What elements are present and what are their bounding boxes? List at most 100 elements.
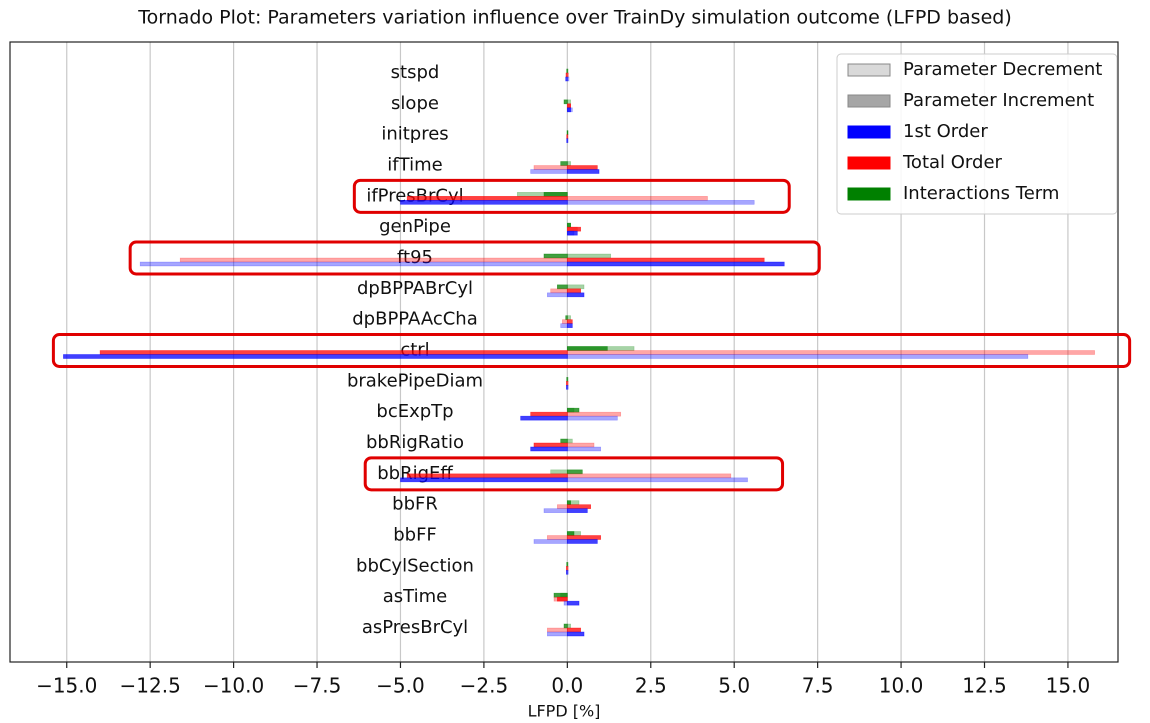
bar [567, 446, 602, 452]
category-label: dpBPPAAcCha [352, 309, 477, 330]
bar [533, 165, 568, 170]
bar [567, 600, 580, 606]
bar [562, 319, 568, 324]
chart-title: Tornado Plot: Parameters variation influ… [137, 7, 1011, 29]
x-tick-label: 15.0 [1046, 674, 1091, 698]
legend-label: 1st Order [903, 121, 988, 142]
bar [566, 68, 568, 74]
category-label: bbRigRatio [366, 432, 464, 453]
bar [567, 196, 708, 201]
bar [567, 288, 581, 294]
bar [567, 631, 585, 637]
bar [567, 411, 622, 417]
bar [543, 192, 568, 197]
bar [520, 415, 568, 421]
legend-label: Parameter Decrement [903, 59, 1102, 80]
bar [139, 261, 568, 267]
category-label: bbFF [393, 525, 437, 546]
category-label: stspd [391, 62, 440, 83]
legend-swatch [847, 156, 891, 170]
bar [530, 169, 568, 174]
legend: Parameter Decrement Parameter Increment 1s… [836, 53, 1118, 215]
bar [567, 230, 578, 236]
bar [566, 570, 568, 575]
bar [567, 253, 612, 259]
bar [567, 284, 585, 290]
bar [567, 508, 588, 513]
bar [406, 473, 568, 479]
legend-swatch [847, 94, 891, 108]
x-tick-label: −2.5 [460, 674, 509, 698]
bar [567, 623, 571, 629]
bar [550, 288, 568, 294]
bar [550, 469, 568, 475]
bar [567, 323, 573, 328]
bar [567, 165, 598, 170]
bar [543, 253, 568, 259]
bar [567, 169, 600, 174]
legend-label: Total Order [902, 152, 1003, 173]
bar [99, 350, 568, 355]
bar [567, 477, 748, 483]
legend-swatch [847, 187, 891, 201]
legend-swatch [847, 63, 891, 77]
legend-swatch [847, 125, 891, 139]
bar [567, 200, 755, 205]
bar [567, 226, 581, 232]
x-tick-label: 7.5 [802, 674, 834, 698]
bar [566, 138, 568, 143]
bar [566, 566, 568, 571]
x-tick-label: 5.0 [718, 674, 750, 698]
x-axis-label: LFPD [%] [528, 702, 601, 721]
bar [406, 196, 568, 201]
bar [567, 500, 571, 505]
category-label: asTime [383, 586, 447, 607]
x-tick-label: 10.0 [879, 674, 924, 698]
x-tick-label: 2.5 [635, 674, 667, 698]
bar [567, 346, 608, 351]
bar [567, 107, 571, 113]
bar [567, 539, 598, 544]
bar [560, 161, 568, 166]
highlight-box [51, 333, 1132, 368]
bar [567, 415, 618, 421]
bar [567, 161, 571, 166]
bar [530, 446, 568, 452]
bar [566, 385, 568, 390]
x-tick-label: −10.0 [203, 674, 264, 698]
bar [567, 442, 595, 448]
bar [566, 134, 568, 139]
category-label: genPipe [379, 216, 451, 237]
x-tick-label: −7.5 [293, 674, 342, 698]
bar [567, 535, 602, 540]
x-tick-label: 12.5 [962, 674, 1007, 698]
bar [567, 222, 571, 228]
plot-frame [9, 41, 1119, 663]
bar [566, 377, 568, 382]
bar [567, 627, 581, 633]
bar [567, 438, 573, 444]
bar [567, 315, 571, 320]
bar [566, 130, 569, 135]
bar [567, 407, 580, 413]
bar [563, 623, 568, 629]
bar [63, 354, 568, 359]
bar [565, 72, 568, 78]
x-tick-label: −12.5 [120, 674, 181, 698]
bar [567, 504, 591, 509]
category-label: brakePipeDiam [347, 370, 483, 391]
bar [567, 469, 583, 475]
x-tick-label: 0.0 [551, 674, 583, 698]
legend-label: Parameter Increment [903, 90, 1094, 111]
bar [560, 323, 568, 328]
bar [547, 627, 568, 633]
bar [567, 531, 575, 536]
category-label: asPresBrCyl [362, 617, 468, 638]
bar [565, 315, 568, 320]
bar [557, 504, 568, 509]
x-tick-label: −15.0 [36, 674, 97, 698]
x-tick-label: −5.0 [376, 674, 425, 698]
legend-frame [836, 53, 1118, 215]
